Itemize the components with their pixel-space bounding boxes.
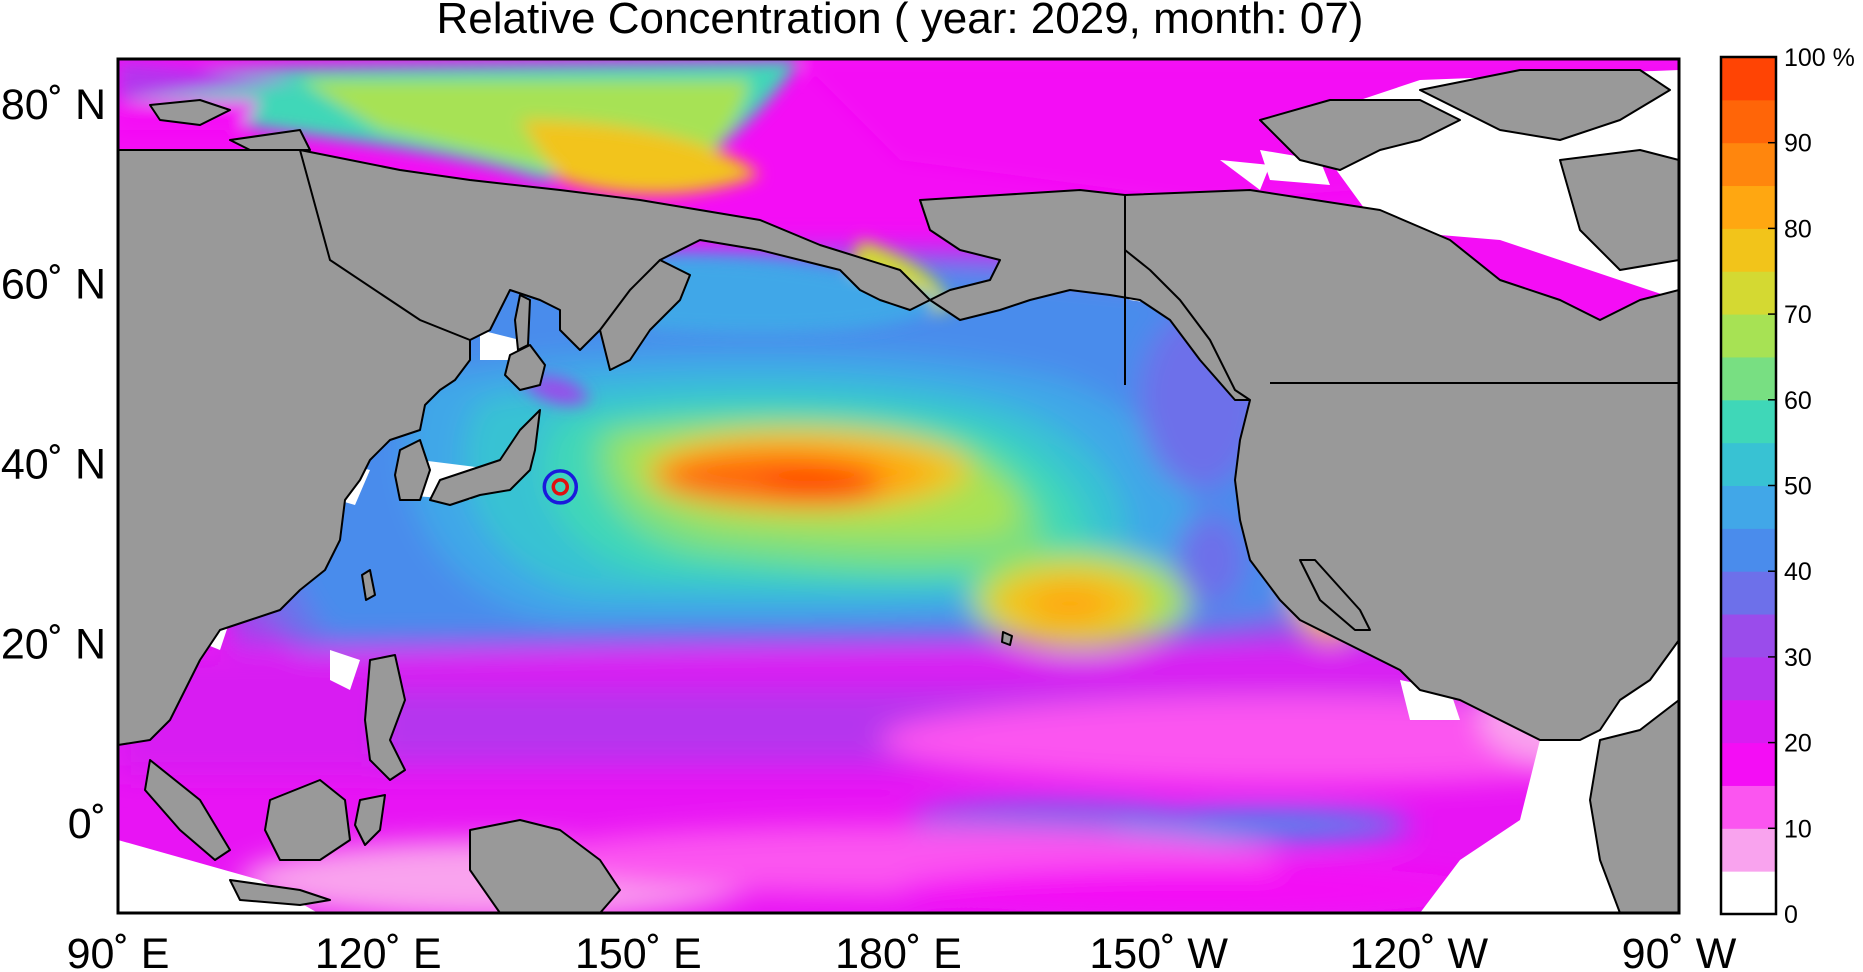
x-tick-label: 120˚ E bbox=[315, 930, 442, 972]
map-title: Relative Concentration ( year: 2029, mon… bbox=[437, 0, 1364, 43]
land-north-america bbox=[1124, 189, 1679, 741]
colorbar-swatch bbox=[1721, 571, 1776, 615]
land-sakhalin bbox=[514, 294, 531, 351]
x-tick-label: 150˚ E bbox=[575, 930, 702, 972]
land-baja bbox=[1299, 559, 1371, 631]
colorbar-tick-label: 80 bbox=[1784, 215, 1812, 243]
y-tick-label: 20˚ N bbox=[1, 620, 106, 668]
y-tick-label: 80˚ N bbox=[1, 81, 106, 129]
colorbar: 0 10 20 30 40 50 60 70 80 90 100 % bbox=[1719, 44, 1855, 929]
colorbar-swatch bbox=[1721, 656, 1776, 701]
source-marker bbox=[542, 469, 579, 505]
colorbar-swatch bbox=[1721, 614, 1776, 658]
land-kamchatka bbox=[599, 259, 691, 371]
colorbar-swatch bbox=[1721, 399, 1776, 444]
colorbar-tick-label: 40 bbox=[1784, 558, 1812, 586]
colorbar-swatch bbox=[1721, 442, 1776, 486]
land-new-guinea bbox=[469, 819, 621, 913]
colorbar-swatch bbox=[1721, 314, 1776, 358]
land-hawaii bbox=[1001, 631, 1013, 646]
land-taiwan bbox=[361, 569, 376, 601]
land-java-bottom bbox=[229, 879, 331, 906]
colorbar-swatch bbox=[1721, 356, 1776, 401]
x-tick-label: 90˚ E bbox=[67, 930, 170, 972]
colorbar-tick-label: 0 bbox=[1784, 901, 1798, 929]
colorbar-swatch bbox=[1721, 57, 1776, 101]
land-japan-honshu bbox=[429, 409, 541, 506]
x-tick-label: 180˚ E bbox=[835, 930, 962, 972]
land-japan-hokkaido bbox=[504, 344, 546, 391]
map-area bbox=[118, 59, 1679, 913]
colorbar-tick-label: 60 bbox=[1784, 387, 1812, 415]
land-borneo bbox=[264, 779, 351, 861]
x-axis-tick-labels: 90˚ E 120˚ E 150˚ E 180˚ E 150˚ W 120˚ W 90˚ W bbox=[67, 930, 1737, 972]
colorbar-swatches bbox=[1721, 57, 1776, 915]
colorbar-tick-labels: 0 10 20 30 40 50 60 70 80 90 100 % bbox=[1768, 44, 1855, 929]
colorbar-swatch bbox=[1721, 271, 1776, 315]
x-tick-label: 150˚ W bbox=[1089, 930, 1228, 972]
y-tick-label: 0˚ bbox=[68, 800, 106, 848]
land-masses bbox=[118, 69, 1679, 913]
colorbar-tick-label: 10 bbox=[1784, 815, 1812, 843]
colorbar-swatch bbox=[1721, 785, 1776, 829]
x-tick-label: 120˚ W bbox=[1350, 930, 1489, 972]
colorbar-swatch bbox=[1721, 228, 1776, 272]
colorbar-tick-label: 100 % bbox=[1784, 44, 1855, 72]
land-arctic-islands-na-2 bbox=[1419, 69, 1671, 141]
colorbar-swatch bbox=[1721, 485, 1776, 529]
colorbar-swatch bbox=[1721, 142, 1776, 187]
colorbar-swatch bbox=[1721, 99, 1776, 144]
land-sulawesi bbox=[354, 794, 386, 846]
colorbar-swatch bbox=[1721, 871, 1776, 915]
y-axis-tick-labels: 80˚ N 60˚ N 40˚ N 20˚ N 0˚ bbox=[1, 81, 106, 848]
land-asia bbox=[118, 149, 931, 746]
colorbar-tick-label: 20 bbox=[1784, 730, 1812, 758]
land-philippines bbox=[364, 654, 406, 781]
x-tick-label: 90˚ W bbox=[1622, 930, 1737, 972]
land-arctic-islands-asia-2 bbox=[229, 129, 311, 151]
colorbar-tick-label: 90 bbox=[1784, 130, 1812, 158]
y-tick-label: 60˚ N bbox=[1, 261, 106, 309]
colorbar-swatch bbox=[1721, 828, 1776, 872]
land-south-america bbox=[1589, 699, 1679, 913]
land-arctic-islands-na bbox=[1259, 99, 1461, 171]
colorbar-swatch bbox=[1721, 528, 1776, 572]
land-sumatra-java bbox=[144, 759, 231, 861]
colorbar-tick-label: 70 bbox=[1784, 301, 1812, 329]
borders bbox=[299, 149, 1679, 385]
land-korea bbox=[394, 439, 431, 501]
colorbar-tick-label: 50 bbox=[1784, 473, 1812, 501]
map-frame bbox=[116, 57, 1681, 915]
y-tick-label: 40˚ N bbox=[1, 441, 106, 489]
land-arctic-islands-asia bbox=[149, 99, 231, 126]
colorbar-tick-label: 30 bbox=[1784, 644, 1812, 672]
colorbar-swatch bbox=[1721, 742, 1776, 786]
land-greenland-edge bbox=[1559, 149, 1679, 271]
colorbar-swatch bbox=[1721, 699, 1776, 744]
colorbar-swatch bbox=[1721, 185, 1776, 229]
